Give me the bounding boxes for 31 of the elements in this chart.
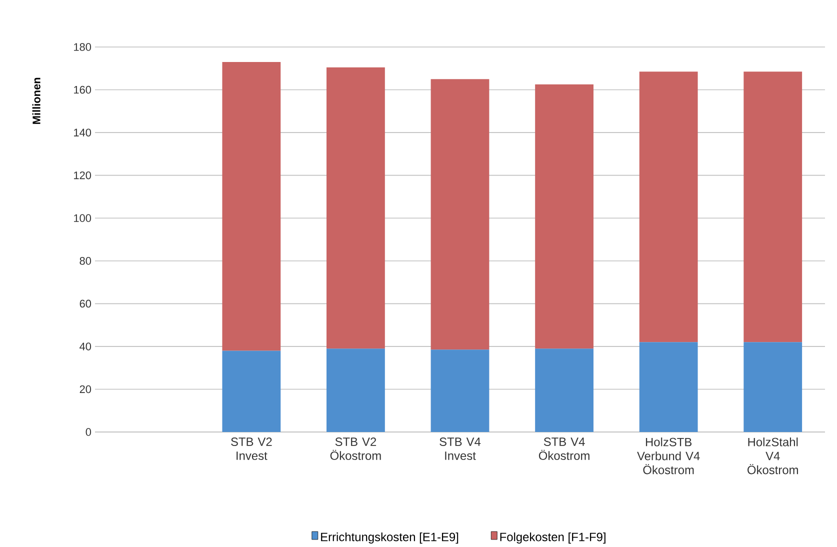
y-tick-label: 20 bbox=[80, 386, 92, 394]
y-tick-label: 60 bbox=[80, 300, 92, 308]
y-tick-label: 40 bbox=[80, 342, 92, 351]
bar bbox=[326, 348, 385, 432]
x-tick-label: STB V4 Ökostrom bbox=[538, 438, 590, 460]
y-tick-label: 160 bbox=[74, 86, 92, 94]
bar bbox=[430, 350, 490, 432]
x-tick-label: HolzSTB Verbund V4 Ökostrom bbox=[637, 438, 700, 474]
y-tick-label: 0 bbox=[86, 428, 92, 436]
bar bbox=[744, 72, 802, 342]
bar bbox=[639, 72, 698, 342]
bar bbox=[222, 350, 281, 432]
y-tick-label: 80 bbox=[80, 257, 92, 265]
y-tick-label: 100 bbox=[74, 214, 92, 222]
x-tick-label: STB V2 Invest bbox=[231, 438, 272, 460]
y-tick-label: 120 bbox=[74, 172, 92, 180]
bar bbox=[535, 84, 594, 349]
bar bbox=[326, 68, 385, 349]
x-tick-label: STB V2 Ökostrom bbox=[330, 438, 381, 460]
x-tick-label: STB V4 Invest bbox=[440, 438, 481, 460]
bar bbox=[639, 342, 698, 432]
bar bbox=[744, 342, 802, 432]
bar bbox=[222, 62, 281, 351]
y-axis-title: Millionen bbox=[32, 78, 40, 124]
bar bbox=[535, 348, 594, 432]
legend-label: Folgekosten [F1-F9] bbox=[500, 532, 606, 544]
y-tick-label: 140 bbox=[74, 128, 92, 137]
x-tick-label: HolzStahl V4 Ökostrom bbox=[748, 438, 798, 474]
bar bbox=[430, 79, 490, 350]
y-tick-label: 180 bbox=[74, 43, 92, 52]
legend-label: Errichtungskosten [E1-E9] bbox=[321, 532, 458, 544]
